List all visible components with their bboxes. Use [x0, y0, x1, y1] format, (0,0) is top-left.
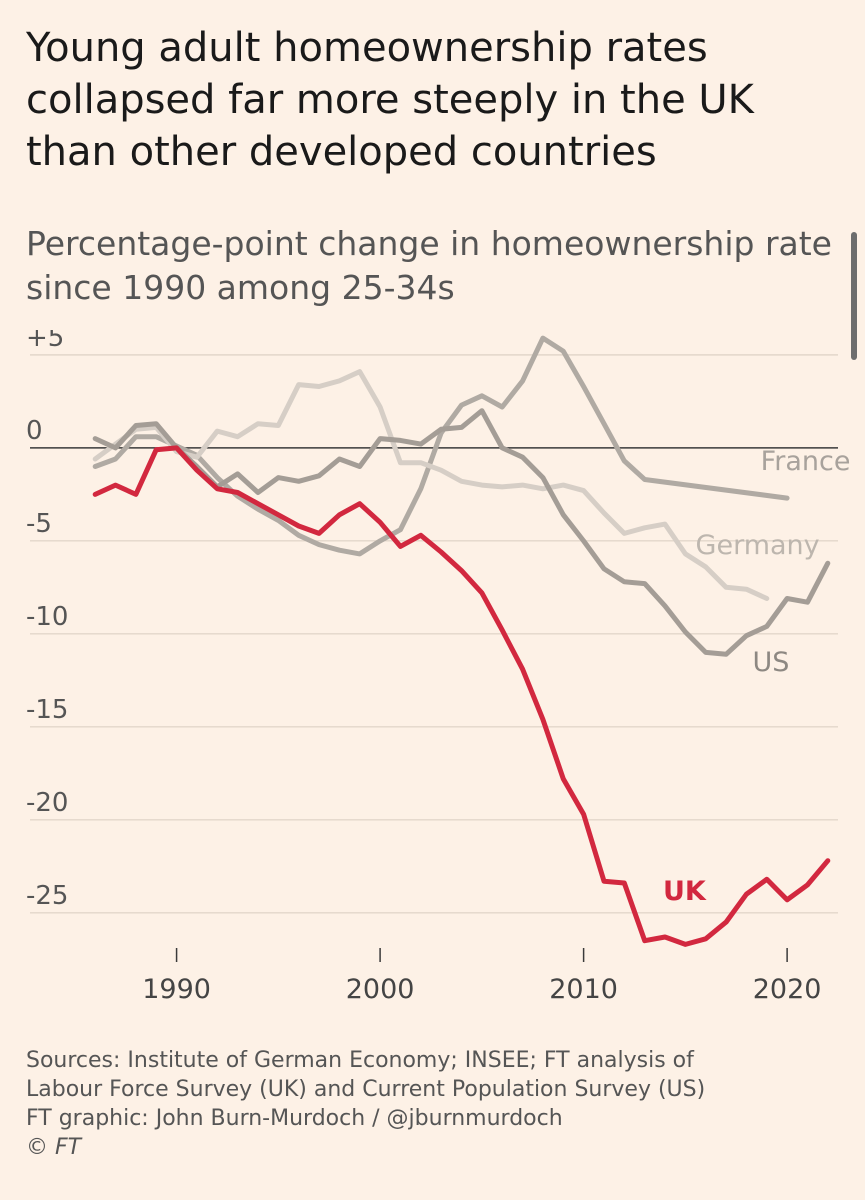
line-chart: +5 0 -5 -10 -15 -20 -25 France Germany US UK 1990 20… — [26, 330, 851, 1005]
x-tick-label: 2000 — [346, 974, 415, 1005]
series-line-germany — [92, 369, 770, 601]
chart-subtitle: Percentage-point change in homeownership… — [26, 224, 832, 307]
series-line-france — [92, 335, 790, 557]
y-tick-label: +5 — [26, 330, 64, 353]
x-tick-label: 1990 — [142, 974, 211, 1005]
y-tick-label: -25 — [26, 881, 68, 911]
y-tick-label: -10 — [26, 602, 68, 632]
x-tick-label: 2020 — [753, 974, 822, 1005]
chart-title: Young adult homeownership rates collapse… — [26, 25, 754, 175]
graphic-credit: FT graphic: John Burn-Murdoch / @jburnmu… — [26, 1106, 563, 1131]
y-tick-label: 0 — [26, 416, 43, 446]
y-tick-label: -15 — [26, 695, 68, 725]
x-tick-label: 2010 — [549, 974, 618, 1005]
y-tick-label: -20 — [26, 788, 68, 818]
series-line-uk — [92, 445, 831, 947]
copyright-text: © FT — [26, 1135, 82, 1160]
sources-text: Sources: Institute of German Economy; IN… — [26, 1048, 694, 1073]
scrollbar-thumb[interactable] — [851, 232, 857, 360]
series-label-france: France — [761, 446, 851, 477]
chart-footer: Sources: Institute of German Economy; IN… — [26, 1046, 846, 1162]
series-label-germany: Germany — [696, 530, 820, 561]
series-label-uk: UK — [663, 876, 707, 907]
sources-text-line2: Labour Force Survey (UK) and Current Pop… — [26, 1077, 706, 1102]
y-tick-label: -5 — [26, 509, 52, 539]
series-label-us: US — [753, 647, 790, 678]
